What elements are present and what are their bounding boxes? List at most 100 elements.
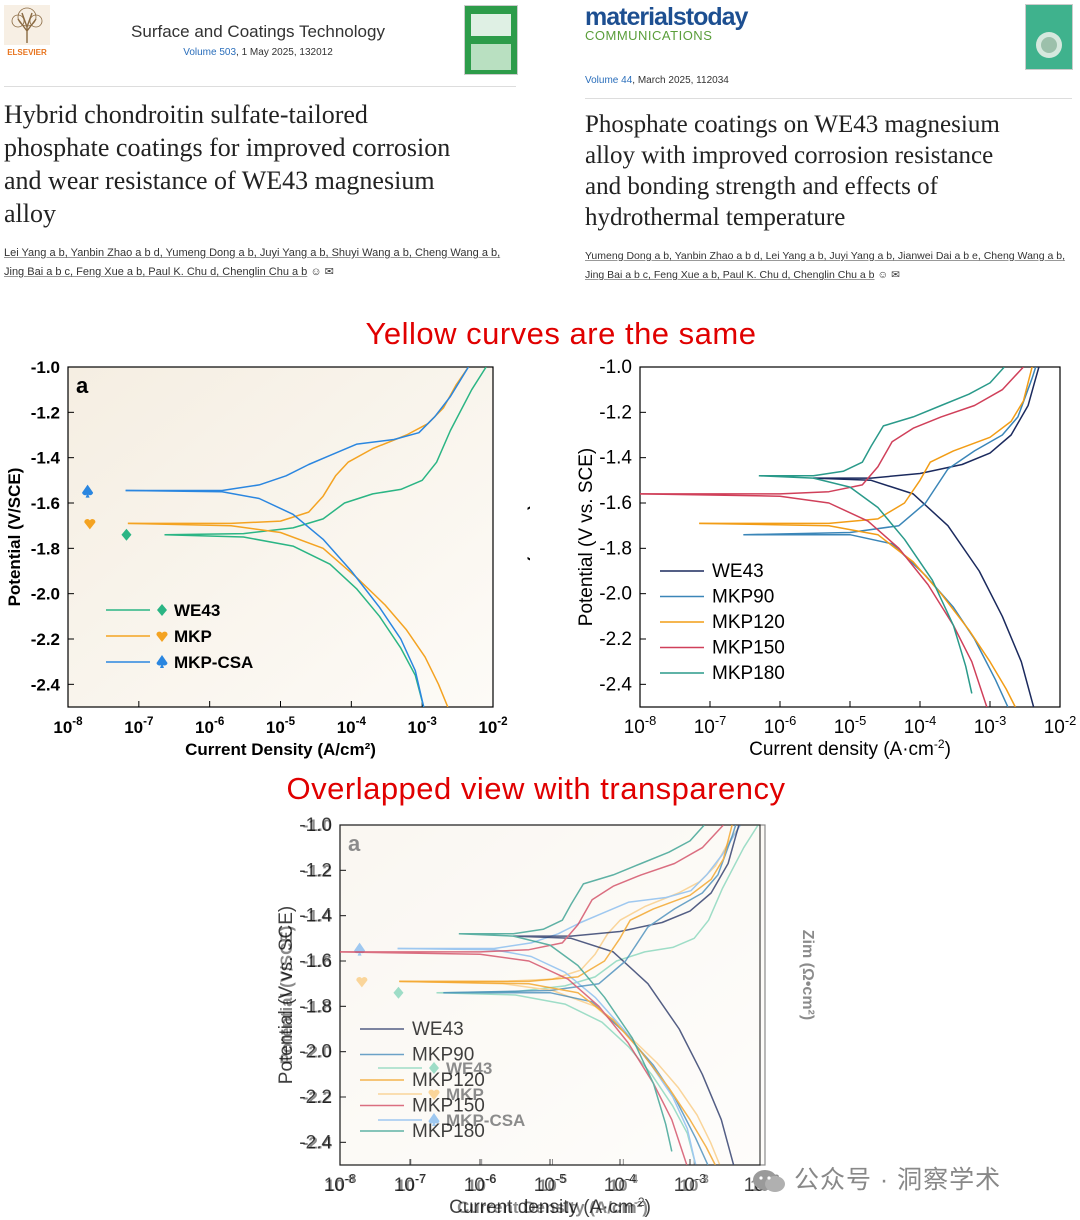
y-axis-label: Potential (V vs. SCE): [576, 448, 597, 626]
x-tick-label: 10-8: [53, 715, 83, 737]
left-volume-link[interactable]: Volume 503: [183, 47, 237, 58]
x-tick-label: 10-7: [124, 715, 153, 737]
x-tick-label: 10-4: [337, 715, 367, 737]
left-author-list[interactable]: Jing Bai a b c, Feng Xue a b, Paul K. Ch…: [4, 266, 308, 278]
y-axis-label: Potential (V/SCE): [277, 926, 296, 1065]
virus-cover-icon: [1036, 32, 1062, 58]
y-tick-label: -1.0: [299, 815, 332, 836]
y-tick-label: -2.4: [299, 1132, 332, 1153]
banner-bottom: Overlapped view with transparency: [286, 771, 786, 806]
series-line-mkp-cathodic: [399, 980, 721, 1165]
banner-top: Yellow curves are the same: [365, 316, 757, 351]
legend-label-mkp-csa: MKP-CSA: [174, 653, 253, 672]
x-tick-label: 10-6: [464, 1171, 497, 1196]
legend-label-mkp-csa: MKP-CSA: [446, 1111, 525, 1130]
right-article-title: Phosphate coatings on WE43 magnesium all…: [585, 109, 1075, 233]
y-axis-label: Potential (V/SCE): [5, 468, 24, 607]
series-line-mkp-csa-cathodic: [125, 489, 425, 707]
marker-we43: [121, 528, 132, 541]
series-line-mkp120-cathodic: [399, 980, 716, 1165]
materialstoday-logo: materialstoday COMMUNICATIONS: [585, 5, 785, 43]
wechat-watermark: 公众号 · 洞察学术: [752, 1160, 1001, 1196]
legend-marker: [429, 1062, 439, 1074]
plot-background: [340, 825, 765, 1165]
x-tick-label: 10-4: [904, 713, 937, 738]
series-line-we43-anodic: [813, 367, 1040, 479]
mail-icon[interactable]: ✉: [324, 266, 334, 278]
left-title-line: Hybrid chondroitin sulfate-tailored: [4, 100, 368, 129]
x-tick-label: 10-3: [974, 713, 1007, 738]
mail-icon[interactable]: ✉: [891, 269, 900, 281]
right-title-line: hydrothermal temperature: [585, 204, 846, 231]
legend-label-mkp: MKP: [174, 627, 212, 646]
series-line-mkp120-cathodic: [699, 522, 1016, 707]
elsevier-tree-icon: ELSEVIER: [4, 5, 50, 57]
legend-label-mkp180: MKP180: [412, 1121, 485, 1142]
legend-label-mkp90: MKP90: [412, 1045, 474, 1066]
chart-a: -1.0 -1.2 -1.4 -1.6 -1.8 -2.0 -2.2 -2.4 10-8 10-7…: [5, 358, 530, 759]
x-tick-label: 10-2: [1044, 713, 1077, 738]
right-title-line: Phosphate coatings on WE43 magnesium: [585, 111, 1000, 138]
x-tick-label: 10-3: [408, 715, 438, 737]
series-line-mkp-csa-cathodic: [397, 947, 697, 1165]
y-tick-label: -1.0: [31, 358, 60, 377]
marker-mkp: [84, 519, 96, 530]
x-axis-label: Current Density (A/cm²): [185, 740, 376, 759]
watermark-text: 公众号 · 洞察学术: [793, 1166, 1002, 1194]
marker-mkp: [356, 977, 368, 988]
x-tick-label: 10-5: [534, 1171, 567, 1196]
y-tick-label: -1.8: [299, 996, 332, 1017]
legend-marker: [157, 604, 167, 616]
series-line-mkp180-anodic: [458, 825, 705, 935]
curves: [397, 825, 759, 1165]
y-tick-label: -2.2: [31, 630, 60, 649]
series-line-we43-anodic: [164, 367, 487, 536]
x-tick-label: 10-7: [694, 713, 727, 738]
left-authors: Lei Yang a b, Yanbin Zhao a b d, Yumeng …: [4, 244, 519, 282]
panel-label: a: [348, 831, 361, 856]
chart-group: -1.0 -1.2 -1.4 -1.6 -1.8 -2.0 -2.2 -2.4 10-8 10-7…: [277, 816, 816, 1217]
y-tick-label: -1.2: [299, 860, 332, 881]
right-title-line: alloy with improved corrosion resistance: [585, 142, 994, 169]
legend-label-mkp90: MKP90: [712, 587, 774, 608]
y-tick-label: -1.6: [599, 493, 632, 514]
x-tick-label: 10-7: [396, 1173, 425, 1195]
y-tick-label: -1.8: [31, 539, 60, 558]
legend-label-we43: WE43: [712, 561, 764, 582]
y-tick-label: -1.4: [303, 907, 333, 926]
y-tick-label: -2.0: [599, 584, 632, 605]
left-author-list[interactable]: Lei Yang a b, Yanbin Zhao a b d, Yumeng …: [4, 247, 501, 259]
legend-label-mkp120: MKP120: [412, 1070, 485, 1091]
curves: [125, 367, 487, 707]
right-volume-link[interactable]: Volume 44: [585, 75, 633, 86]
x-tick-label: 10-5: [834, 713, 867, 738]
legend-marker: [428, 1113, 440, 1126]
y-tick-label: -2.2: [303, 1088, 332, 1107]
right-title-line: and bonding strength and effects of: [585, 173, 938, 200]
x-tick-label: 10-3: [674, 1171, 707, 1196]
left-title-line: phosphate coatings for improved corrosio…: [4, 133, 451, 162]
x-tick-label: 10-6: [467, 1173, 497, 1195]
y2-axis-label: Zim (Ω•cm²): [527, 472, 530, 562]
x-axis-label: Current Density (A/cm²): [457, 1198, 648, 1217]
y-tick-label: -2.0: [31, 585, 60, 604]
right-author-list[interactable]: Jing Bai a b c, Feng Xue a b, Paul K. Ch…: [585, 269, 875, 281]
legend-label-mkp120: MKP120: [712, 612, 785, 633]
y-tick-label: -2.4: [31, 675, 61, 694]
x-axis-label: Current density (A·cm-2): [449, 1195, 651, 1218]
person-icon: ☺: [877, 269, 889, 281]
series-line-mkp180-cathodic: [758, 475, 973, 694]
legend-label-mkp180: MKP180: [712, 663, 785, 684]
right-author-list[interactable]: Yumeng Dong a b, Yanbin Zhao a b d, Lei …: [585, 250, 1066, 262]
y-tick-label: -1.2: [599, 402, 632, 423]
curves: [340, 825, 740, 1165]
x-tick-label: 10-5: [538, 1173, 568, 1195]
legend-label-we43: WE43: [174, 601, 220, 620]
communications-wordmark: COMMUNICATIONS: [585, 28, 713, 43]
series-line-mkp120-anodic: [399, 825, 733, 983]
x-tick-label: 10-2: [478, 715, 507, 737]
x-tick-label: 10-6: [195, 715, 225, 737]
series-line-we43-cathodic: [164, 533, 425, 707]
legend-label-mkp: MKP: [446, 1085, 484, 1104]
person-icon: ☺: [310, 266, 322, 278]
